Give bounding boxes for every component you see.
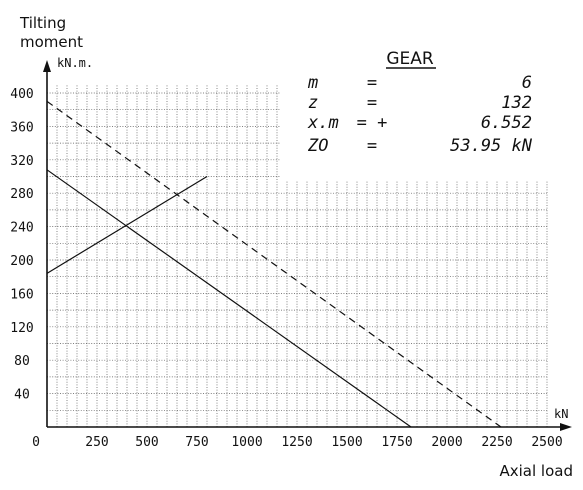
x-tick-label: 250 bbox=[85, 435, 108, 450]
x-unit-label: kN bbox=[554, 407, 568, 421]
series-line-3 bbox=[46, 175, 208, 274]
y-tick-label: 280 bbox=[10, 187, 33, 202]
gear-row: z = 132 bbox=[308, 93, 532, 113]
y-tick-label: 240 bbox=[10, 221, 33, 236]
x-tick-label: 1250 bbox=[281, 435, 312, 450]
x-origin-label: 0 bbox=[32, 435, 40, 450]
y-tick-labels: 40 80 120 160 200 240 280 320 360 400 bbox=[10, 87, 33, 403]
gear-param-sign: = bbox=[367, 93, 377, 113]
gear-param-value: 6 bbox=[522, 73, 532, 93]
gear-parameters: m = 6 z = 132 x.m = + 6.552 ZO = 53.95 kN bbox=[307, 73, 533, 156]
gear-param-sign: = bbox=[367, 73, 377, 93]
gear-param-name: z bbox=[308, 93, 318, 113]
x-axis-title: Axial load bbox=[499, 462, 574, 480]
gear-param-name: x.m bbox=[307, 113, 339, 133]
x-tick-label: 1500 bbox=[331, 435, 362, 450]
y-tick-label: 320 bbox=[10, 154, 33, 169]
gear-row: x.m = + 6.552 bbox=[307, 113, 532, 133]
gear-param-value: 6.552 bbox=[481, 113, 532, 133]
series-lines bbox=[46, 100, 502, 428]
gear-row: ZO = 53.95 kN bbox=[307, 136, 533, 156]
gear-param-value: 132 bbox=[501, 93, 532, 113]
x-tick-label: 1000 bbox=[231, 435, 262, 450]
y-tick-label: 360 bbox=[10, 120, 33, 135]
y-axis-arrow bbox=[43, 60, 51, 72]
y-tick-label: 160 bbox=[10, 287, 33, 302]
series-line-2 bbox=[46, 100, 502, 428]
series-line-1 bbox=[46, 169, 412, 428]
x-tick-label: 1750 bbox=[381, 435, 412, 450]
gear-param-name: m bbox=[307, 73, 318, 93]
gear-param-name: ZO bbox=[307, 136, 328, 156]
gear-param-sign: = bbox=[367, 136, 377, 156]
x-axis-arrow bbox=[560, 423, 572, 431]
x-tick-label: 2000 bbox=[431, 435, 462, 450]
y-tick-label: 200 bbox=[10, 254, 33, 269]
x-tick-label: 750 bbox=[185, 435, 208, 450]
x-tick-labels: 250 500 750 1000 1250 1500 1750 2000 2250 2500 bbox=[85, 435, 562, 450]
gear-param-value: 53.95 kN bbox=[450, 136, 533, 156]
x-tick-label: 2250 bbox=[481, 435, 512, 450]
y-tick-label: 40 bbox=[14, 388, 30, 403]
gear-row: m = 6 bbox=[307, 73, 532, 93]
x-tick-label: 500 bbox=[135, 435, 158, 450]
gear-panel-bg bbox=[280, 44, 552, 180]
y-unit-label: kN.m. bbox=[57, 56, 93, 70]
axes bbox=[43, 60, 572, 431]
gear-title: GEAR bbox=[386, 49, 434, 69]
y-tick-label: 120 bbox=[10, 321, 33, 336]
y-axis-title: Tilting moment bbox=[20, 14, 84, 51]
x-tick-label: 2500 bbox=[531, 435, 562, 450]
gear-param-sign: = + bbox=[357, 113, 388, 133]
y-tick-label: 400 bbox=[10, 87, 33, 102]
y-tick-label: 80 bbox=[14, 354, 30, 369]
